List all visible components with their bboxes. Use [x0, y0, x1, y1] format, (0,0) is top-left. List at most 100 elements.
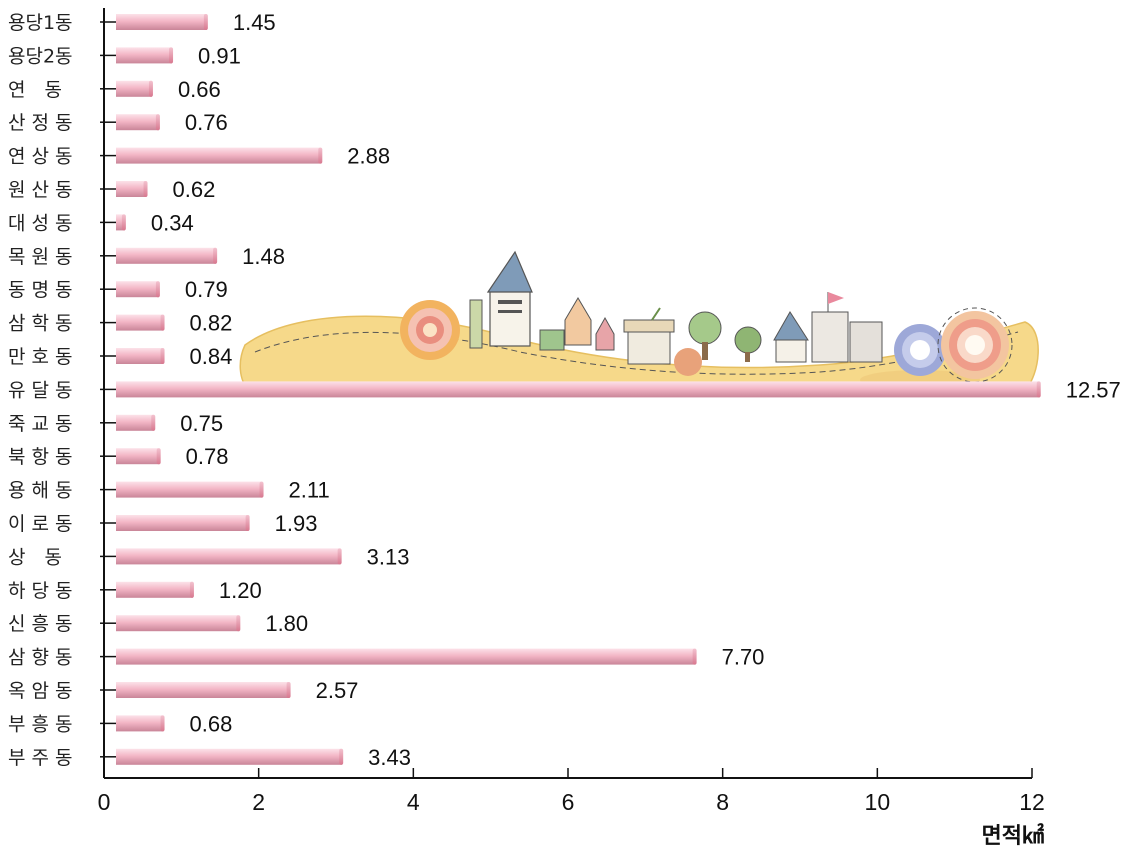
- category-label: 유 달 동: [8, 379, 73, 401]
- category-label: 만 호 동: [8, 346, 73, 368]
- bar: [116, 715, 164, 732]
- bar-cap: [151, 414, 156, 431]
- bar-cap: [245, 515, 250, 531]
- x-tick-label: 12: [1019, 789, 1045, 815]
- bar-cap: [160, 314, 165, 331]
- bar-cap: [155, 281, 160, 298]
- category-label: 부 흥 동: [8, 713, 73, 735]
- value-label: 7.70: [722, 645, 765, 670]
- value-label: 2.88: [347, 144, 390, 169]
- value-label: 1.45: [233, 10, 276, 35]
- bar-cap: [121, 214, 126, 231]
- category-label: 용당2동: [8, 45, 73, 67]
- category-label: 삼 향 동: [8, 647, 73, 669]
- bar: [116, 515, 249, 531]
- bar: [116, 247, 217, 264]
- bar-cap: [189, 581, 194, 598]
- bar: [116, 381, 1040, 398]
- category-label: 신 흥 동: [8, 613, 73, 635]
- value-label: 1.20: [219, 578, 262, 603]
- bar-cap: [259, 481, 264, 498]
- bar: [116, 581, 193, 598]
- bar-cap: [169, 47, 174, 64]
- value-label: 1.80: [265, 611, 308, 636]
- value-label: 0.78: [186, 444, 229, 469]
- bar-cap: [213, 247, 218, 264]
- bar: [116, 748, 343, 765]
- value-label: 0.91: [198, 43, 241, 68]
- bar: [116, 548, 341, 565]
- category-label: 연 상 동: [8, 146, 73, 168]
- bar: [116, 448, 160, 465]
- category-label: 옥 암 동: [8, 680, 73, 702]
- bar: [116, 414, 155, 431]
- bar: [116, 181, 147, 197]
- bar: [116, 114, 159, 131]
- bar: [116, 47, 173, 64]
- bar: [116, 348, 164, 364]
- value-label: 3.13: [367, 544, 410, 569]
- value-label: 0.34: [151, 210, 194, 235]
- value-label: 2.57: [316, 678, 359, 703]
- category-label: 용당1동: [8, 12, 73, 34]
- bar-cap: [318, 147, 323, 164]
- x-axis-title: 면적㎢: [982, 823, 1044, 849]
- bar-cap: [160, 348, 165, 364]
- bar-cap: [1036, 381, 1041, 398]
- category-label: 산 정 동: [8, 112, 73, 134]
- bar: [116, 147, 322, 164]
- bar: [116, 214, 125, 231]
- bar-cap: [339, 748, 344, 765]
- bar: [116, 281, 159, 298]
- bar-cap: [203, 14, 208, 30]
- value-label: 0.82: [190, 311, 233, 336]
- bar: [116, 682, 290, 698]
- value-label: 12.57: [1066, 377, 1121, 402]
- value-label: 1.48: [242, 244, 285, 269]
- value-label: 1.93: [275, 511, 318, 536]
- category-label: 목 원 동: [8, 246, 73, 268]
- category-label: 용 해 동: [8, 480, 73, 502]
- value-label: 3.43: [368, 745, 411, 770]
- bar: [116, 314, 164, 331]
- bar: [116, 14, 207, 30]
- bar-cap: [148, 80, 153, 97]
- bar-cap: [156, 448, 161, 465]
- value-label: 0.76: [185, 110, 228, 135]
- x-tick-label: 8: [716, 789, 729, 815]
- x-tick-label: 6: [562, 789, 575, 815]
- bar-cap: [286, 682, 291, 698]
- category-label: 하 당 동: [8, 580, 73, 602]
- category-label: 부 주 동: [8, 747, 73, 769]
- category-label: 삼 학 동: [8, 313, 73, 335]
- bar-cap: [236, 615, 241, 632]
- category-label: 이 로 동: [8, 513, 73, 535]
- category-label: 북 항 동: [8, 446, 73, 468]
- x-tick-label: 10: [865, 789, 891, 815]
- category-label: 상 동: [8, 546, 62, 568]
- value-label: 0.79: [185, 277, 228, 302]
- category-label: 죽 교 동: [8, 413, 73, 435]
- category-label: 연 동: [8, 79, 62, 101]
- category-label: 원 산 동: [8, 179, 73, 201]
- category-label: 대 성 동: [8, 212, 73, 234]
- bar: [116, 481, 263, 498]
- bar-cap: [337, 548, 342, 565]
- category-label: 동 명 동: [8, 279, 73, 301]
- value-label: 0.62: [173, 177, 216, 202]
- bar: [116, 80, 152, 97]
- value-label: 0.84: [190, 344, 233, 369]
- value-label: 0.66: [178, 77, 221, 102]
- bar-cap: [143, 181, 148, 197]
- bar-cap: [692, 648, 697, 665]
- bar: [116, 615, 240, 632]
- value-label: 0.75: [180, 411, 223, 436]
- bar: [116, 648, 696, 665]
- town-illustration: [239, 250, 1039, 393]
- x-tick-label: 2: [252, 789, 265, 815]
- x-tick-label: 4: [407, 789, 420, 815]
- value-label: 2.11: [289, 478, 330, 503]
- bar-cap: [160, 715, 165, 732]
- x-tick-label: 0: [98, 789, 111, 815]
